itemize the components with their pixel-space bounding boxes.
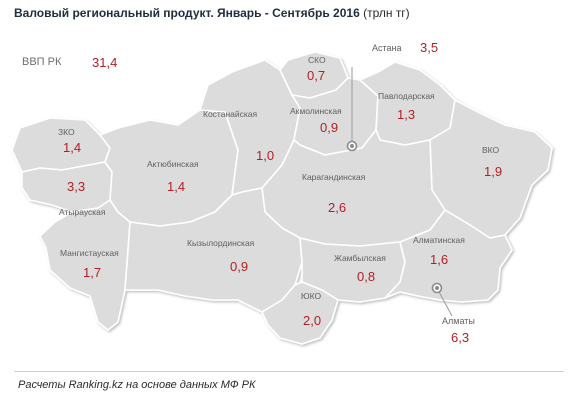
region-value-aktobe: 1,4 bbox=[167, 179, 186, 194]
source-footnote: Расчеты Ranking.kz на основе данных МФ Р… bbox=[18, 379, 256, 391]
region-label-akmola: Акмолинская bbox=[290, 106, 342, 116]
gdp-total-value: 31,4 bbox=[92, 55, 118, 70]
region-uko-shape bbox=[261, 281, 339, 345]
region-value-uko: 2,0 bbox=[303, 313, 322, 328]
region-value-zko: 1,4 bbox=[63, 140, 82, 155]
region-value-pavlodar: 1,3 bbox=[397, 107, 416, 122]
region-label-atyrau: Атырауская bbox=[59, 207, 106, 217]
region-value-kyzylorda: 0,9 bbox=[230, 259, 249, 274]
region-label-uko: ЮКО bbox=[301, 291, 322, 301]
city-label-almaty: Алматы bbox=[442, 316, 475, 326]
region-label-pavlodar: Павлодарская bbox=[378, 91, 435, 101]
region-almaty-obl-shape bbox=[384, 209, 513, 303]
region-label-sko: СКО bbox=[308, 55, 326, 65]
city-value-almaty: 6,3 bbox=[451, 330, 470, 345]
city-value-astana: 3,5 bbox=[420, 40, 439, 55]
region-label-karaganda: Карагандинская bbox=[302, 172, 366, 182]
region-label-aktobe: Актюбинская bbox=[147, 159, 199, 169]
gdp-total-label: ВВП РК bbox=[22, 56, 62, 68]
map-title: Валовый региональный продукт. Январь - С… bbox=[14, 6, 410, 20]
region-value-akmola: 0,9 bbox=[320, 120, 339, 135]
map-title-unit: (трлн тг) bbox=[363, 6, 410, 20]
region-label-almaty-obl: Алматинская bbox=[413, 235, 465, 245]
region-label-kostanay: Костанайская bbox=[203, 109, 258, 119]
region-label-zhambyl: Жамбылская bbox=[334, 253, 386, 263]
region-label-mangystau: Мангистауская bbox=[60, 248, 119, 258]
footer-divider bbox=[14, 371, 564, 372]
region-value-karaganda: 2,6 bbox=[328, 200, 347, 215]
astana-marker-dot bbox=[350, 144, 354, 148]
region-kyzylorda-shape bbox=[124, 187, 303, 313]
region-value-zhambyl: 0,8 bbox=[357, 269, 376, 284]
region-label-kyzylorda: Кызылординская bbox=[187, 238, 255, 248]
map-title-main: Валовый региональный продукт. Январь - С… bbox=[14, 6, 360, 20]
region-value-kostanay: 1,0 bbox=[256, 148, 275, 163]
region-value-sko: 0,7 bbox=[307, 68, 326, 83]
almaty-marker-dot bbox=[435, 286, 439, 290]
region-label-zko: ЗКО bbox=[58, 127, 75, 137]
city-label-astana: Астана bbox=[372, 43, 402, 53]
region-value-vko: 1,9 bbox=[484, 164, 503, 179]
region-value-almaty-obl: 1,6 bbox=[430, 252, 449, 267]
region-value-atyrau: 3,3 bbox=[67, 179, 86, 194]
region-value-mangystau: 1,7 bbox=[83, 265, 102, 280]
region-label-vko: ВКО bbox=[482, 145, 500, 155]
